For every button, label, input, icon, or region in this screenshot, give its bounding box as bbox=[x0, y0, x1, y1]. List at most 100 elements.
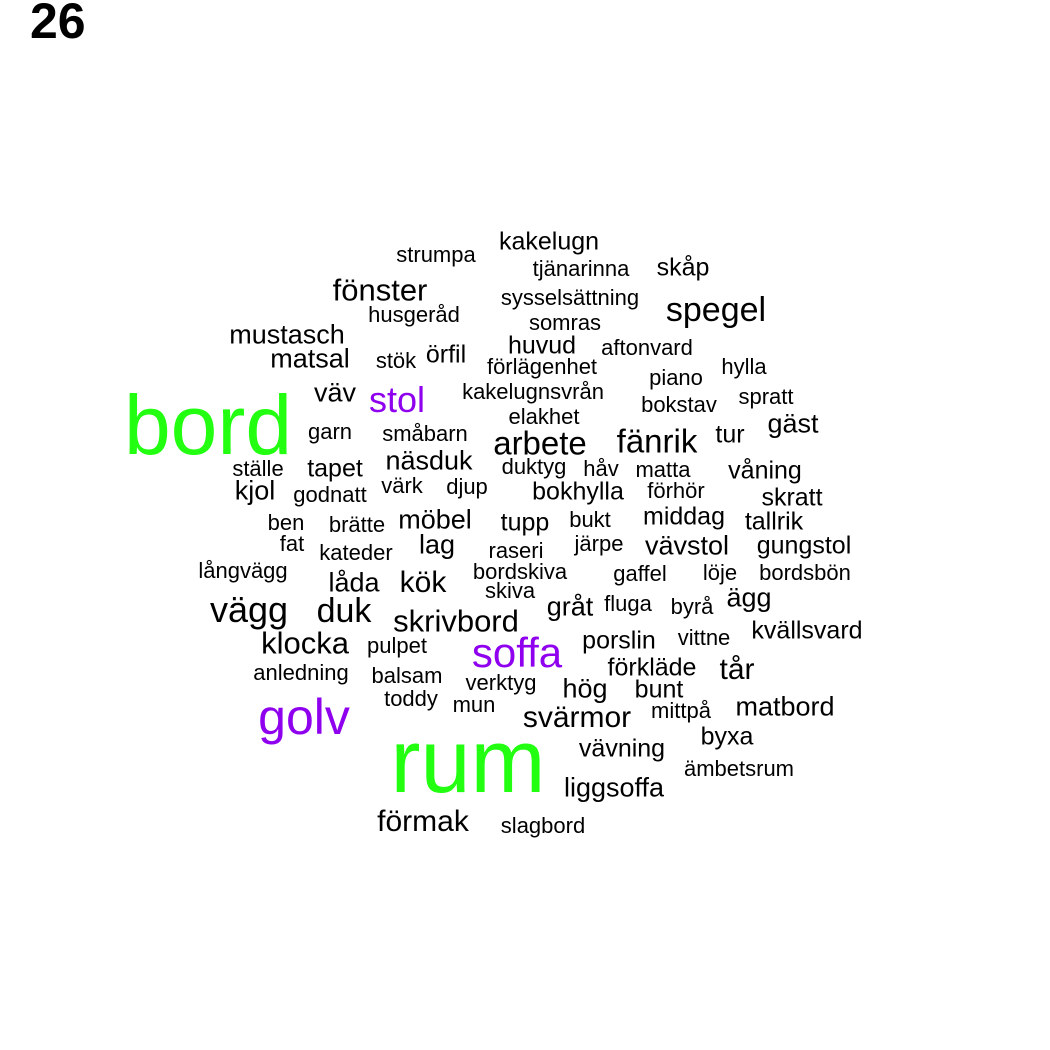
cloud-word: skrivbord bbox=[393, 603, 519, 639]
cloud-word: våning bbox=[728, 456, 802, 485]
cloud-word: arbete bbox=[493, 424, 587, 462]
cloud-word: klocka bbox=[261, 625, 349, 661]
cloud-word: örfil bbox=[425, 340, 467, 369]
cloud-word: tallrik bbox=[744, 507, 804, 536]
cloud-word: matta bbox=[635, 457, 691, 482]
cloud-word: spratt bbox=[738, 384, 794, 409]
cloud-word: stol bbox=[368, 379, 426, 420]
cloud-word: kateder bbox=[319, 540, 393, 565]
cloud-word: gråt bbox=[546, 591, 594, 622]
cloud-word: kakelugn bbox=[498, 227, 600, 256]
cloud-word: balsam bbox=[371, 663, 443, 688]
cloud-word: låda bbox=[328, 567, 380, 598]
cloud-word: näsduk bbox=[385, 445, 473, 476]
cloud-word: strumpa bbox=[396, 242, 476, 267]
cloud-word: vävning bbox=[578, 734, 666, 763]
cloud-word: förhör bbox=[647, 478, 705, 503]
cloud-word: tår bbox=[719, 653, 755, 686]
cloud-word: bunt bbox=[634, 675, 684, 704]
cloud-word: aftonvard bbox=[601, 335, 693, 360]
cloud-word: middag bbox=[643, 502, 725, 531]
cloud-word: gäst bbox=[767, 408, 819, 439]
cloud-word: matsal bbox=[270, 343, 350, 374]
cloud-word: löje bbox=[702, 560, 738, 585]
cloud-word: somras bbox=[528, 310, 602, 335]
cloud-word: bukt bbox=[569, 507, 611, 532]
cloud-word: brätte bbox=[328, 512, 386, 537]
cloud-word: håv bbox=[583, 456, 619, 481]
cloud-word: gaffel bbox=[613, 561, 667, 586]
cloud-word: mun bbox=[452, 692, 496, 717]
cloud-word: bokstav bbox=[641, 392, 717, 417]
cloud-word: tapet bbox=[307, 454, 363, 483]
cloud-word: golv bbox=[258, 689, 350, 745]
cloud-word: svärmor bbox=[522, 701, 632, 734]
cloud-word: skratt bbox=[761, 483, 823, 512]
cloud-word: fänrik bbox=[616, 422, 698, 460]
cloud-word: matbord bbox=[735, 691, 835, 722]
cloud-word: byxa bbox=[700, 722, 754, 751]
cloud-word: fluga bbox=[604, 591, 652, 616]
cloud-word: piano bbox=[649, 365, 703, 390]
cloud-word: porslin bbox=[582, 626, 656, 655]
cloud-word: långvägg bbox=[198, 558, 288, 583]
cloud-word: bordsbön bbox=[759, 560, 851, 585]
cloud-word: husgeråd bbox=[368, 302, 460, 327]
cloud-word: vittne bbox=[677, 625, 731, 650]
cloud-word: garn bbox=[307, 419, 353, 444]
cloud-word: förmak bbox=[377, 805, 469, 838]
cloud-word: kök bbox=[399, 566, 447, 599]
cloud-word: godnatt bbox=[293, 482, 367, 507]
cloud-word: huvud bbox=[507, 331, 577, 360]
cloud-word: förlägenhet bbox=[486, 354, 598, 379]
cloud-word: toddy bbox=[384, 686, 438, 711]
cloud-word: pulpet bbox=[367, 633, 427, 658]
cloud-word: ben bbox=[267, 510, 305, 535]
cloud-word: byrå bbox=[670, 594, 714, 619]
cloud-word: duk bbox=[316, 592, 372, 630]
cloud-word: liggsoffa bbox=[563, 772, 665, 803]
cloud-word: stök bbox=[375, 348, 417, 373]
cloud-word: rum bbox=[390, 712, 546, 812]
cloud-word: vägg bbox=[209, 589, 289, 630]
cloud-word: djup bbox=[446, 474, 488, 499]
cloud-word: kvällsvard bbox=[751, 616, 863, 645]
cloud-word: spegel bbox=[665, 291, 767, 329]
cloud-word: värk bbox=[381, 473, 423, 498]
cloud-word: mittpå bbox=[651, 698, 711, 723]
cloud-word: bord bbox=[123, 378, 293, 472]
cloud-word: tjänarinna bbox=[532, 256, 630, 281]
cloud-word: ställe bbox=[232, 456, 284, 481]
cloud-word: duktyg bbox=[501, 454, 567, 479]
cloud-word: hög bbox=[562, 673, 608, 704]
cloud-word: tur bbox=[715, 420, 745, 449]
cloud-word: bokhylla bbox=[532, 477, 624, 506]
cloud-word: ämbetsrum bbox=[683, 756, 795, 781]
cloud-word: hylla bbox=[721, 354, 767, 379]
cloud-word: elakhet bbox=[508, 404, 580, 429]
cloud-word: möbel bbox=[398, 504, 472, 535]
cloud-word: fönster bbox=[332, 272, 428, 308]
cloud-word: gungstol bbox=[756, 531, 852, 560]
cloud-word: tupp bbox=[500, 508, 550, 537]
cloud-word: skiva bbox=[484, 578, 536, 603]
cloud-word: fat bbox=[279, 531, 305, 556]
cloud-word: raseri bbox=[488, 538, 544, 563]
cloud-word: slagbord bbox=[500, 813, 586, 838]
cloud-word: kjol bbox=[234, 475, 276, 506]
cloud-word: vävstol bbox=[644, 530, 730, 561]
page-number: 26 bbox=[30, 0, 86, 49]
cloud-word: järpe bbox=[574, 531, 624, 556]
cloud-word: ägg bbox=[726, 582, 772, 613]
cloud-word: bordskiva bbox=[472, 559, 568, 584]
cloud-word: verktyg bbox=[465, 670, 537, 695]
cloud-word: skåp bbox=[656, 253, 710, 282]
cloud-word: anledning bbox=[253, 660, 349, 685]
cloud-word: lag bbox=[418, 529, 456, 560]
cloud-word: mustasch bbox=[229, 319, 345, 350]
cloud-word: sysselsättning bbox=[500, 285, 640, 310]
cloud-word: småbarn bbox=[382, 421, 468, 446]
cloud-word: kakelugnsvrån bbox=[462, 379, 604, 404]
cloud-word: väv bbox=[313, 377, 357, 408]
